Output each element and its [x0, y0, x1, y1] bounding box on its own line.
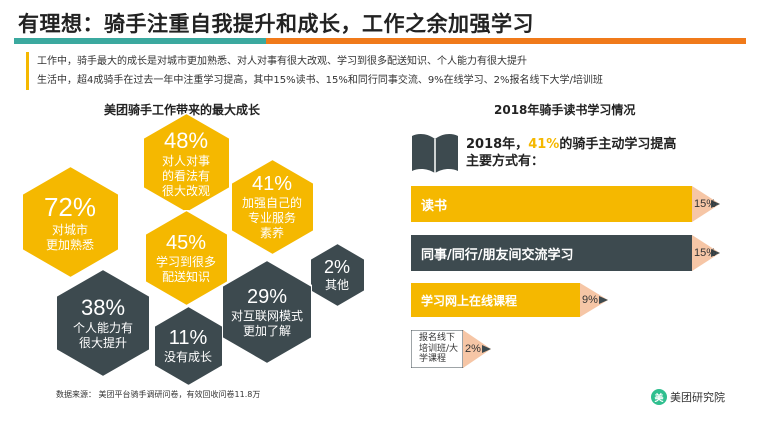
hexagon-label: 没有成长 — [163, 350, 212, 364]
bar-value-label: 9% — [582, 294, 598, 306]
hexagon-label: 其他 — [324, 278, 349, 292]
learning-chart-title: 2018年骑手读书学习情况 — [494, 103, 636, 117]
hexagon-value: 2% — [323, 257, 350, 277]
pencil-lead — [711, 249, 720, 257]
hexagon-value: 11% — [168, 327, 208, 349]
bar-value-label: 15% — [694, 247, 717, 259]
logo-badge-icon: 美 — [651, 389, 667, 405]
open-book-icon — [410, 131, 460, 179]
hexagon-item: 48% 对人对事 的看法有 很大改观 — [142, 113, 230, 213]
hexagon-label: 加强自己的 专业服务 素养 — [241, 196, 302, 240]
hexagon-item: 72% 对城市 更加熟悉 — [21, 166, 119, 278]
hexagon-item: 29% 对互联网模式 更加了解 — [222, 260, 312, 364]
pencil-tip — [692, 235, 720, 271]
page-title: 有理想：骑手注重自我提升和成长，工作之余加强学习 — [18, 12, 534, 36]
intro-line-1: 工作中，骑手最大的成长是对城市更加熟悉、对人对事有很大改观、学习到很多配送知识、… — [37, 56, 527, 67]
hexagon-value: 48% — [163, 127, 209, 153]
headline-line-2: 主要方式有： — [466, 154, 545, 169]
pencil-body — [411, 235, 692, 271]
bar-category-label: 读书 — [421, 198, 448, 214]
hexagon-item: 41% 加强自己的 专业服务 素养 — [230, 159, 314, 255]
hexagon-shape — [142, 113, 230, 213]
org-logo: 美 美团研究院 — [651, 389, 725, 405]
hexagon-item: 38% 个人能力有 很大提升 — [56, 269, 150, 377]
logo-text: 美团研究院 — [670, 391, 725, 404]
hexagon-shape — [56, 269, 150, 377]
hexagon-label: 学习到很多 配送知识 — [155, 254, 216, 284]
hexagon-label: 对城市 更加熟悉 — [45, 222, 94, 252]
headline-prefix: 2018年， — [466, 137, 529, 152]
hexagon-label: 对人对事 的看法有 很大改观 — [161, 153, 210, 198]
hexagon-shape — [230, 159, 314, 255]
hexagon-item: 45% 学习到很多 配送知识 — [144, 210, 228, 306]
headline-percent: 41% — [528, 137, 560, 152]
hexagon-value: 29% — [246, 285, 288, 308]
pencil-bar: 同事/同行/朋友间交流学习 15% — [411, 235, 722, 271]
pencil-lead — [711, 200, 720, 208]
pencil-bar: 读书 15% — [411, 186, 722, 222]
hexagon-label: 对互联网模式 更加了解 — [230, 308, 303, 338]
learning-headline: 2018年，41%的骑手主动学习提高 主要方式有： — [466, 136, 676, 170]
bar-value-label: 2% — [465, 343, 481, 355]
bar-category-label: 同事/同行/朋友间交流学习 — [421, 247, 574, 263]
hexagon-item: 11% 没有成长 — [153, 306, 223, 386]
hexagon-value: 41% — [251, 173, 293, 195]
hexagon-shape — [144, 210, 228, 306]
hexagon-shape — [21, 166, 119, 278]
hexagon-shape — [222, 260, 312, 364]
pencil-body — [411, 283, 580, 317]
intro-line-2: 生活中，超4成骑手在过去一年中注重学习提高，其中15%读书、15%和同行同事交流… — [37, 75, 603, 86]
data-source-note: 数据来源： 美团平台骑手调研问卷，有效回收问卷11.8万 — [56, 390, 261, 399]
headline-suffix: 的骑手主动学习提高 — [559, 137, 677, 152]
hexagon-item: 2% 其他 — [309, 243, 365, 307]
hexagon-value: 38% — [80, 295, 126, 320]
pencil-body — [411, 330, 464, 368]
pencil-lead — [482, 345, 491, 353]
hexagon-shape — [309, 243, 365, 307]
pencil-tip — [580, 283, 608, 317]
bar-value-label: 15% — [694, 198, 717, 210]
bar-category-label: 报名线下 培训班/大 学课程 — [419, 333, 459, 365]
intro-text: 工作中，骑手最大的成长是对城市更加熟悉、对人对事有很大改观、学习到很多配送知识、… — [26, 52, 746, 90]
growth-chart-title: 美团骑手工作带来的最大成长 — [104, 103, 261, 117]
title-underline-teal — [14, 38, 266, 44]
pencil-tip — [463, 330, 491, 368]
hexagon-value: 45% — [165, 231, 207, 254]
pencil-bar: 报名线下 培训班/大 学课程 2% — [411, 330, 493, 368]
pencil-tip — [692, 186, 720, 222]
hexagon-shape — [153, 306, 223, 386]
pencil-bar: 学习网上在线课程 9% — [411, 283, 610, 317]
pencil-lead — [599, 296, 608, 304]
pencil-body — [411, 186, 692, 222]
bar-category-label: 学习网上在线课程 — [421, 293, 518, 308]
hexagon-value: 72% — [43, 191, 97, 222]
title-underline-orange — [266, 38, 746, 44]
hexagon-label: 个人能力有 很大提升 — [72, 321, 133, 350]
